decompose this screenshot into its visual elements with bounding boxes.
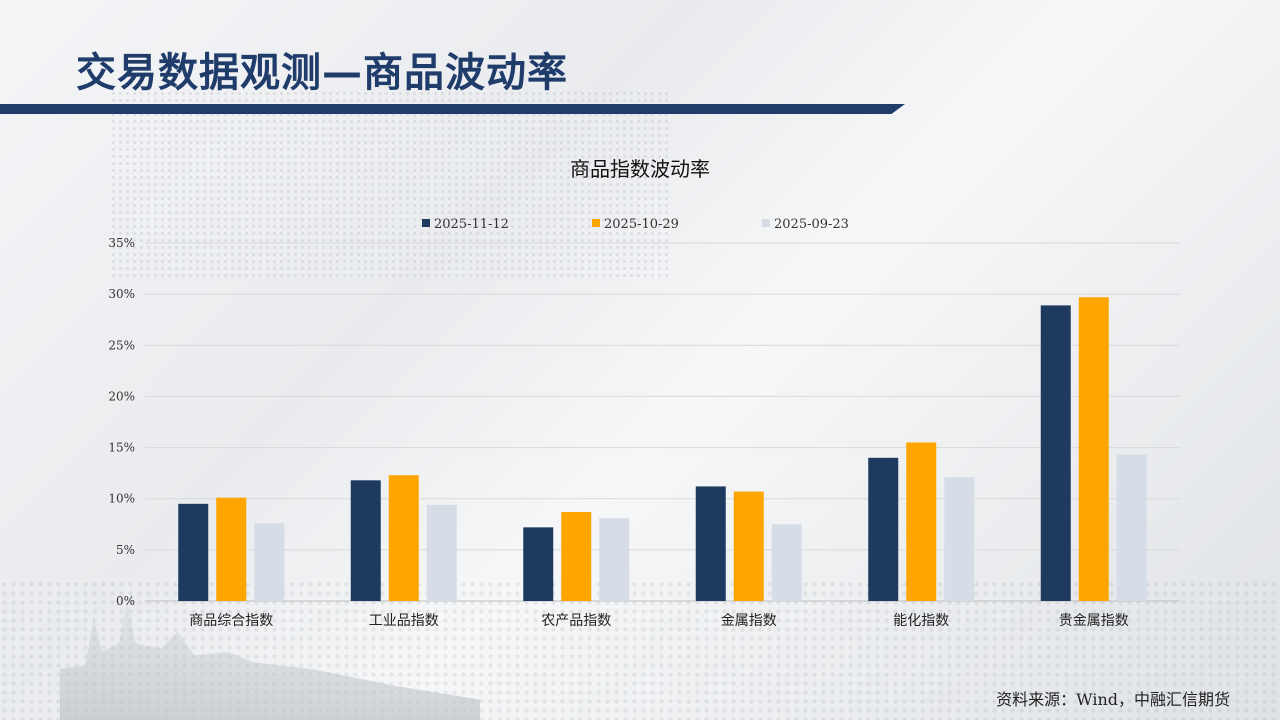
x-tick-label: 农产品指数 <box>541 613 611 629</box>
bar <box>733 491 764 601</box>
legend-label: 2025-10-29 <box>604 217 679 232</box>
x-tick-label: 金属指数 <box>721 613 777 629</box>
legend-swatch <box>422 219 430 227</box>
bar <box>178 503 209 601</box>
bar <box>388 475 419 601</box>
y-tick-label: 15% <box>108 441 135 455</box>
y-tick-label: 10% <box>108 492 135 506</box>
bar <box>216 497 247 601</box>
y-tick-label: 20% <box>108 389 135 403</box>
data-source-note: 资料来源：Wind，中融汇信期货 <box>996 690 1230 709</box>
bar <box>695 486 726 601</box>
bar <box>906 442 937 601</box>
y-tick-label: 30% <box>108 287 135 301</box>
legend-swatch <box>762 219 770 227</box>
legend-swatch <box>592 219 600 227</box>
legend-label: 2025-11-12 <box>434 217 509 232</box>
y-tick-label: 25% <box>108 338 135 352</box>
bar <box>771 524 802 601</box>
bar <box>868 457 899 601</box>
bar <box>350 480 381 601</box>
bar <box>523 527 554 601</box>
bar <box>1040 305 1071 601</box>
y-tick-label: 5% <box>116 543 135 557</box>
bar <box>426 504 457 601</box>
chart-title: 商品指数波动率 <box>570 157 710 181</box>
x-tick-label: 贵金属指数 <box>1059 613 1129 629</box>
world-map-decoration <box>110 90 670 280</box>
x-tick-label: 商品综合指数 <box>189 613 273 629</box>
bar <box>561 512 592 601</box>
x-tick-label: 能化指数 <box>893 613 949 629</box>
y-tick-label: 0% <box>116 594 135 608</box>
bar <box>599 518 630 601</box>
title-underline-bar <box>0 104 905 114</box>
x-tick-label: 工业品指数 <box>369 613 439 629</box>
bar <box>944 477 975 601</box>
y-tick-label: 35% <box>108 236 135 250</box>
page-title: 交易数据观测—商品波动率 <box>76 50 568 96</box>
bar <box>1078 297 1109 601</box>
bar <box>1116 454 1147 601</box>
legend-label: 2025-09-23 <box>774 217 849 232</box>
bar <box>254 523 285 601</box>
